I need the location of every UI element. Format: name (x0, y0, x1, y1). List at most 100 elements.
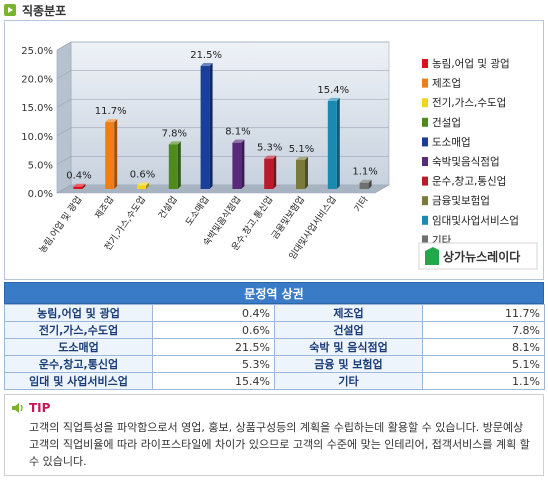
table-cell-label: 제조업 (274, 304, 423, 322)
legend-entry: 전기,가스,수도업 (432, 96, 506, 109)
table-cell-value: 1.1% (422, 372, 545, 390)
bar-top (105, 119, 118, 123)
table-cell-label: 농림,어업 및 광업 (4, 304, 153, 322)
table-cell-label: 숙박 및 음식점업 (274, 338, 423, 356)
section-header: 직종분포 (4, 2, 66, 18)
table-cell-value: 7.8% (422, 321, 545, 339)
bar-side (146, 182, 149, 189)
bar-side (368, 179, 372, 189)
tip-header: TIP (11, 401, 50, 415)
table-row: 임대 및 사업서비스업 15.4% 기타 1.1% (4, 372, 545, 390)
logo-icon (425, 247, 439, 265)
bar-6 (232, 142, 242, 189)
y-tick-label: 0.0% (28, 189, 53, 200)
table-cell-label: 건설업 (274, 321, 423, 339)
x-tick-label: 기타 (352, 194, 371, 214)
bar-side (273, 155, 277, 189)
bar-4 (168, 144, 178, 189)
legend-entry: 도소매업 (432, 135, 471, 148)
table-cell-label: 임대 및 사업서비스업 (4, 372, 153, 390)
value-label: 7.8% (162, 128, 187, 139)
y-tick-label: 5.0% (28, 160, 53, 171)
bar-1 (73, 186, 83, 189)
bar-8 (296, 159, 305, 189)
tip-panel: TIP 고객의 직업특성을 파악함으로서 영업, 홍보, 상품구성등의 계획을 … (4, 394, 544, 476)
x-tick-label: 농림,어업 및 광업 (36, 194, 84, 255)
stats-table-panel: 문정역 상권 농림,어업 및 광업 0.4% 제조업 11.7% 전기,가스,수도업 0.… (4, 282, 545, 390)
y-tick-label: 25.0% (21, 46, 53, 57)
gridline-side (56, 98, 72, 108)
legend-swatch (422, 215, 428, 225)
legend-swatch (422, 59, 428, 68)
x-tick-label: 건설업 (156, 194, 179, 221)
table-cell-value: 15.4% (152, 372, 275, 390)
value-label: 15.4% (317, 85, 349, 96)
legend-entry: 임대및사업서비스업 (432, 214, 519, 227)
value-label: 0.6% (130, 170, 155, 181)
bar-top (200, 63, 213, 67)
legend-swatch (422, 117, 428, 127)
table-cell-label: 운수,창고,통신업 (4, 355, 153, 373)
x-tick-label: 도소매업 (184, 194, 212, 227)
table-cell-label: 전기,가스,수도업 (4, 321, 153, 339)
bar-side (209, 63, 213, 189)
bar-side (336, 97, 340, 189)
gridline-side (56, 41, 72, 51)
bar-top (137, 182, 149, 186)
bar-top (359, 179, 372, 183)
bar-2 (105, 122, 115, 189)
value-label: 8.1% (225, 127, 250, 138)
job-distribution-chart: 0.0% 5.0% 10.0% 15.0% 20.0% 25.0% 0.4% 농림,어업 및 … (21, 41, 538, 270)
legend-entry: 운수,창고,통신업 (432, 175, 506, 188)
bar-top (168, 141, 181, 145)
legend-entry: 건설업 (432, 116, 461, 129)
table-cell-value: 8.1% (422, 338, 545, 356)
bar-top (327, 97, 340, 101)
stats-table: 농림,어업 및 광업 0.4% 제조업 11.7% 전기,가스,수도업 0.6% 건설업 7.… (4, 304, 545, 390)
y-tick-label: 20.0% (21, 75, 53, 86)
table-cell-value: 0.4% (152, 304, 275, 322)
chart-panel: 0.0% 5.0% 10.0% 15.0% 20.0% 25.0% 0.4% 농림,어업 및 … (4, 20, 544, 280)
table-cell-value: 0.6% (152, 321, 275, 339)
bar-side (114, 119, 118, 189)
legend-swatch (422, 78, 428, 88)
tip-label: TIP (29, 401, 51, 415)
gridline-side (56, 156, 72, 165)
table-cell-label: 도소매업 (4, 338, 153, 356)
value-label: 21.5% (190, 50, 222, 61)
table-cell-label: 기타 (274, 372, 423, 390)
bar-5 (200, 66, 210, 189)
table-cell-value: 21.5% (152, 338, 275, 356)
table-cell-label: 금융 및 보험업 (274, 355, 423, 373)
legend-swatch (422, 157, 428, 166)
tip-text: 고객의 직업특성을 파악함으로서 영업, 홍보, 상품구성등의 계획을 수립하는… (29, 421, 530, 468)
legend-swatch (422, 137, 428, 147)
value-label: 5.3% (257, 143, 282, 154)
bar-side (82, 183, 86, 189)
table-row: 농림,어업 및 광업 0.4% 제조업 11.7% (4, 304, 545, 322)
arrow-bullet-icon (4, 4, 16, 16)
logo-text: 상가뉴스레이다 (443, 249, 520, 264)
speaker-icon (11, 402, 25, 414)
y-tick-label: 15.0% (21, 103, 53, 114)
table-cell-value: 5.3% (152, 355, 275, 373)
bar-side (241, 139, 245, 189)
bar-9 (327, 100, 337, 189)
y-tick-label: 10.0% (21, 132, 53, 143)
table-row: 도소매업 21.5% 숙박 및 음식점업 8.1% (4, 338, 545, 356)
bar-top (296, 156, 308, 160)
table-row: 운수,창고,통신업 5.3% 금융 및 보험업 5.1% (4, 355, 545, 373)
legend-swatch (422, 176, 428, 186)
value-label: 1.1% (352, 167, 377, 178)
bar-top (264, 155, 277, 159)
legend-swatch (422, 98, 428, 108)
bar-top (232, 139, 245, 143)
bar-top (73, 183, 86, 187)
bar-side (305, 156, 308, 189)
value-label: 11.7% (95, 106, 127, 117)
gridline-side (56, 127, 72, 137)
bar-7 (264, 158, 274, 189)
gridline-side (56, 70, 72, 79)
legend-swatch (422, 235, 428, 245)
x-tick-label: 제조업 (93, 194, 116, 221)
